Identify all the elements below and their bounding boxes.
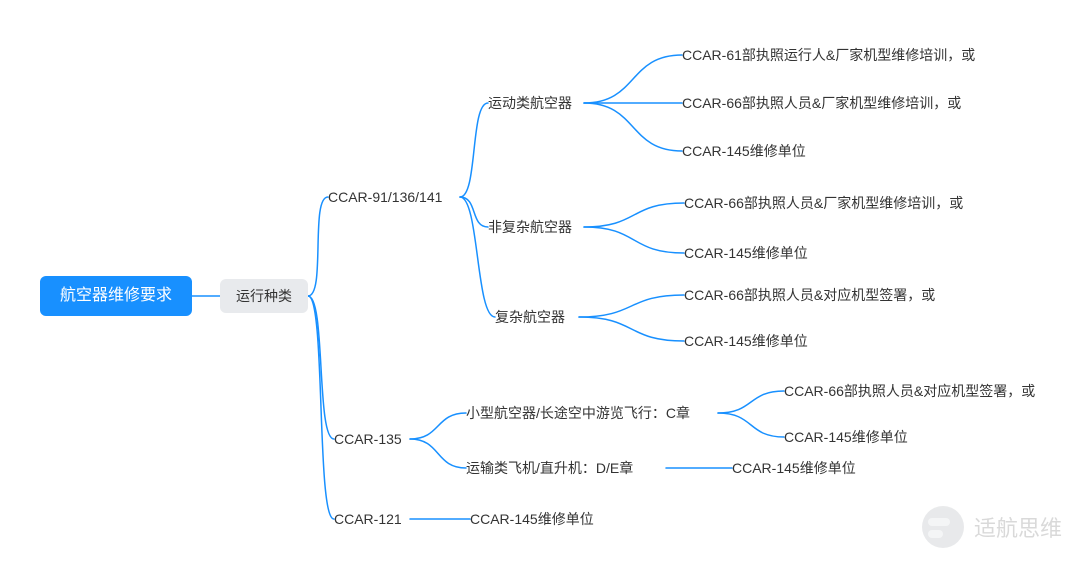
edge-small_ac-l_135_s_1 [718,391,784,413]
node-op_type: 运行种类 [220,279,308,313]
edge-sport-l_91_sport_1 [584,55,682,103]
node-l_135_s_1: CCAR-66部执照人员&对应机型签署，或 [784,380,1062,402]
node-small_ac: 小型航空器/长途空中游览飞行：C章 [466,402,718,424]
node-l_91_sport_1: CCAR-61部执照运行人&厂家机型维修培训，或 [682,44,1002,66]
node-l_135_t_1: CCAR-145维修单位 [732,457,880,479]
edge-op_type-ccar_121 [308,296,334,519]
edge-ccar_91-complex [460,197,495,317]
node-l_91_nc_2: CCAR-145维修单位 [684,242,832,264]
node-ccar_135: CCAR-135 [334,428,410,450]
edge-noncomplex-l_91_nc_2 [584,227,684,253]
node-l_91_c_1: CCAR-66部执照人员&对应机型签署，或 [684,284,962,306]
edge-ccar_91-noncomplex [460,197,488,227]
wechat-icon [922,506,964,548]
node-l_91_sport_2: CCAR-66部执照人员&厂家机型维修培训，或 [682,92,988,114]
edge-small_ac-l_135_s_2 [718,413,784,437]
edge-sport-l_91_sport_3 [584,103,682,151]
edge-noncomplex-l_91_nc_1 [584,203,684,227]
node-l_121_1: CCAR-145维修单位 [470,508,618,530]
watermark-text: 适航思维 [974,511,1062,543]
edge-op_type-ccar_91 [308,197,328,296]
node-noncomplex: 非复杂航空器 [488,216,584,238]
watermark: 适航思维 [922,506,1062,548]
node-l_135_s_2: CCAR-145维修单位 [784,426,932,448]
node-l_91_sport_3: CCAR-145维修单位 [682,140,830,162]
node-sport: 运动类航空器 [488,92,584,114]
edge-complex-l_91_c_1 [579,295,684,317]
edge-op_type-ccar_135 [308,296,334,439]
node-ccar_91: CCAR-91/136/141 [328,186,460,208]
node-ccar_121: CCAR-121 [334,508,410,530]
node-transport: 运输类飞机/直升机：D/E章 [466,457,666,479]
edge-ccar_91-sport [460,103,488,197]
node-root: 航空器维修要求 [40,276,192,316]
node-l_91_nc_1: CCAR-66部执照人员&厂家机型维修培训，或 [684,192,990,214]
edge-complex-l_91_c_2 [579,317,684,341]
node-l_91_c_2: CCAR-145维修单位 [684,330,832,352]
node-complex: 复杂航空器 [495,306,579,328]
edge-ccar_135-small_ac [410,413,466,439]
edge-ccar_135-transport [410,439,466,468]
